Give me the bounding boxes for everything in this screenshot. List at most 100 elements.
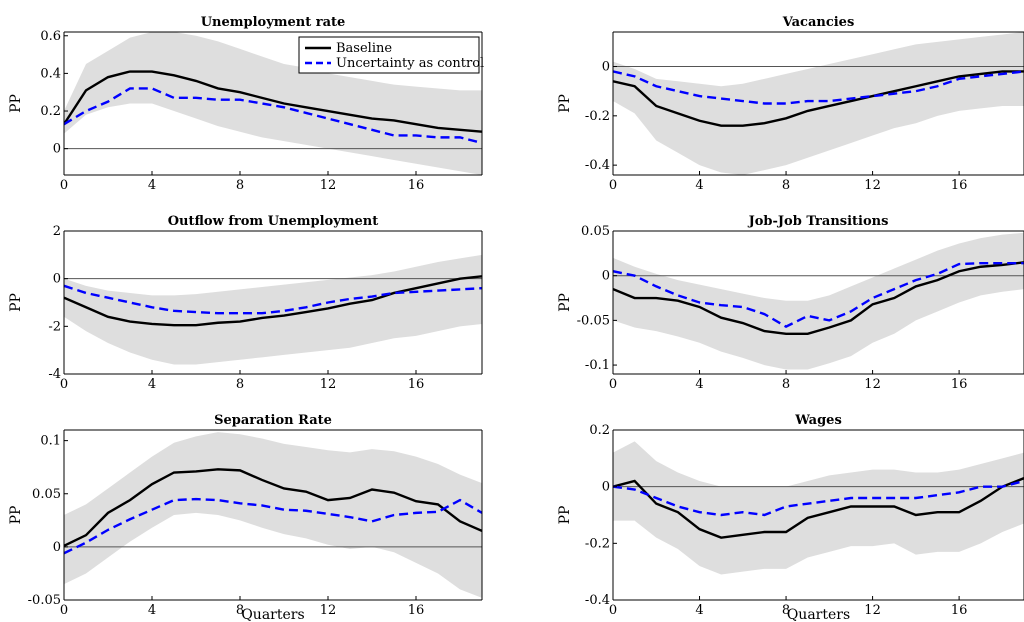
x-tick-label: 8 — [782, 178, 790, 193]
x-tick-label: 4 — [148, 178, 156, 193]
uncertainty-line — [613, 70, 1024, 105]
x-tick-label: 8 — [236, 377, 244, 392]
y-tick-label: 0 — [53, 272, 61, 287]
x-tick-label: 4 — [695, 178, 703, 193]
y-axis-label: PP — [8, 506, 24, 525]
confidence-band — [613, 232, 1024, 370]
x-tick-label: 4 — [148, 603, 156, 618]
confidence-band — [64, 32, 482, 175]
x-tick-label: 16 — [951, 377, 968, 392]
plot-area — [613, 32, 1024, 175]
baseline-line — [613, 261, 1024, 335]
x-tick-label: 4 — [695, 603, 703, 618]
uncertainty-line — [64, 87, 482, 145]
x-tick-label: 0 — [60, 603, 68, 618]
baseline-line — [613, 70, 1024, 127]
x-tick-label: 8 — [236, 603, 244, 618]
y-axis-label: PP — [8, 293, 24, 312]
plot-area — [64, 32, 482, 175]
y-tick-label: -0.1 — [585, 358, 610, 373]
plot-area — [613, 441, 1024, 575]
legend-label: Uncertainty as control — [336, 56, 484, 71]
baseline-line — [64, 70, 482, 133]
uncertainty-line — [64, 284, 482, 315]
y-tick-label: 0 — [602, 480, 610, 495]
x-tick-label: 0 — [609, 178, 617, 193]
y-tick-label: 0 — [602, 269, 610, 284]
panel-title: Vacancies — [782, 15, 855, 30]
panel-unemployment: 0 4 8 12 16 0 0.2 0.4 0.6 Unemployment rate PP Base… — [8, 15, 484, 193]
y-tick-label: 0 — [53, 540, 61, 555]
y-tick-label: -0.05 — [28, 593, 61, 608]
x-tick-label: 12 — [320, 178, 337, 193]
x-tick-label: 16 — [951, 603, 968, 618]
panel-title: Outflow from Unemployment — [168, 214, 379, 229]
baseline-line — [64, 275, 482, 327]
uncertainty-line — [64, 497, 482, 555]
x-tick-label: 4 — [695, 377, 703, 392]
baseline-line — [64, 468, 482, 547]
y-tick-label: -2 — [48, 319, 61, 334]
x-tick-label: 0 — [609, 603, 617, 618]
plot-area — [613, 232, 1024, 370]
panel-title: Separation Rate — [214, 413, 332, 428]
y-axis-label: PP — [557, 293, 573, 312]
panel-jobjob: 0 4 8 12 16 0.05 0 -0.05 -0.1 Job-Job Transitions… — [557, 214, 1024, 392]
y-tick-label: 0.05 — [581, 224, 610, 239]
panel-wages: 0 4 8 12 16 0.2 0 -0.2 -0.4 Wages PP Quarters — [557, 413, 1024, 622]
y-tick-label: 0.4 — [40, 66, 61, 81]
x-tick-label: 0 — [60, 377, 68, 392]
panel-vacancies: 0 4 8 12 16 0 -0.2 -0.4 Vacancies PP — [557, 15, 1024, 193]
y-tick-label: -0.2 — [585, 536, 610, 551]
y-tick-label: 0 — [53, 142, 61, 157]
legend-label: Baseline — [336, 41, 392, 56]
x-tick-label: 8 — [782, 603, 790, 618]
x-tick-label: 16 — [408, 178, 425, 193]
x-tick-label: 12 — [864, 603, 881, 618]
x-tick-label: 12 — [320, 377, 337, 392]
y-tick-label: -0.05 — [577, 313, 610, 328]
legend-box — [298, 36, 480, 74]
confidence-band — [613, 441, 1024, 575]
panel-title: Unemployment rate — [201, 15, 346, 30]
confidence-band — [64, 432, 482, 598]
confidence-band — [64, 254, 482, 365]
x-tick-label: 8 — [236, 178, 244, 193]
y-tick-label: -0.2 — [585, 109, 610, 124]
y-tick-label: 2 — [53, 224, 61, 239]
x-axis-label: Quarters — [241, 607, 304, 622]
y-axis-label: PP — [557, 506, 573, 525]
x-tick-label: 0 — [60, 178, 68, 193]
y-tick-label: 0.6 — [40, 29, 61, 44]
y-tick-label: -4 — [48, 367, 61, 382]
y-tick-label: -0.4 — [585, 158, 610, 173]
x-tick-label: 12 — [320, 603, 337, 618]
y-tick-label: 0.2 — [40, 104, 61, 119]
x-tick-label: 16 — [951, 178, 968, 193]
y-tick-label: -0.4 — [585, 593, 610, 608]
x-tick-label: 16 — [408, 377, 425, 392]
x-tick-label: 16 — [408, 603, 425, 618]
panel-title: Job-Job Transitions — [748, 214, 889, 229]
plot-area — [64, 254, 482, 365]
x-tick-label: 0 — [609, 377, 617, 392]
x-axis-label: Quarters — [787, 607, 850, 622]
baseline-line — [613, 477, 1024, 539]
x-tick-label: 12 — [864, 377, 881, 392]
y-axis-label: PP — [557, 94, 573, 113]
y-axis-label: PP — [8, 94, 24, 113]
y-tick-label: 0.05 — [32, 487, 61, 502]
panel-title: Wages — [794, 413, 842, 428]
plot-area — [64, 432, 482, 598]
x-tick-label: 4 — [148, 377, 156, 392]
confidence-band — [613, 32, 1024, 175]
x-tick-label: 12 — [864, 178, 881, 193]
uncertainty-line — [613, 479, 1024, 517]
y-tick-label: 0.1 — [40, 434, 61, 449]
y-tick-label: 0.2 — [589, 423, 610, 438]
uncertainty-line — [613, 261, 1024, 328]
